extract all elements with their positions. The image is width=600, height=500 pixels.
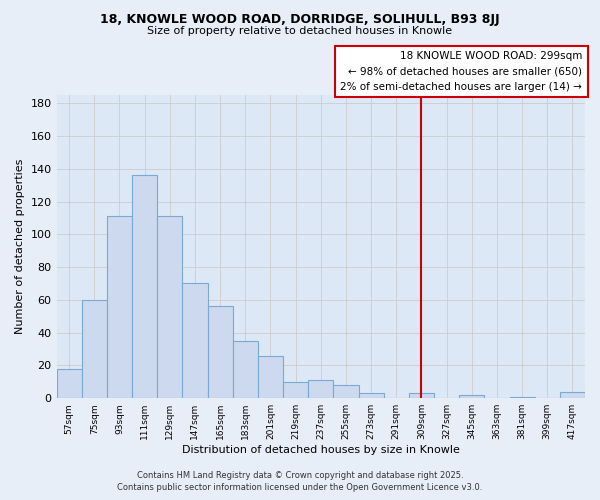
Bar	[509, 396, 535, 398]
Bar	[308, 380, 334, 398]
Bar	[233, 341, 258, 398]
Text: 18, KNOWLE WOOD ROAD, DORRIDGE, SOLIHULL, B93 8JJ: 18, KNOWLE WOOD ROAD, DORRIDGE, SOLIHULL…	[100, 12, 500, 26]
Bar	[258, 356, 283, 398]
Text: 18 KNOWLE WOOD ROAD: 299sqm
← 98% of detached houses are smaller (650)
2% of sem: 18 KNOWLE WOOD ROAD: 299sqm ← 98% of det…	[340, 51, 583, 92]
Bar	[560, 392, 585, 398]
Bar	[157, 216, 182, 398]
Bar	[82, 300, 107, 398]
Text: Contains HM Land Registry data © Crown copyright and database right 2025.
Contai: Contains HM Land Registry data © Crown c…	[118, 471, 482, 492]
Text: Size of property relative to detached houses in Knowle: Size of property relative to detached ho…	[148, 26, 452, 36]
Bar	[459, 395, 484, 398]
Bar	[56, 368, 82, 398]
Bar	[359, 394, 383, 398]
Bar	[182, 284, 208, 398]
Bar	[107, 216, 132, 398]
Bar	[208, 306, 233, 398]
Bar	[409, 394, 434, 398]
Bar	[132, 176, 157, 398]
Y-axis label: Number of detached properties: Number of detached properties	[15, 159, 25, 334]
Bar	[334, 385, 359, 398]
X-axis label: Distribution of detached houses by size in Knowle: Distribution of detached houses by size …	[182, 445, 460, 455]
Bar	[283, 382, 308, 398]
